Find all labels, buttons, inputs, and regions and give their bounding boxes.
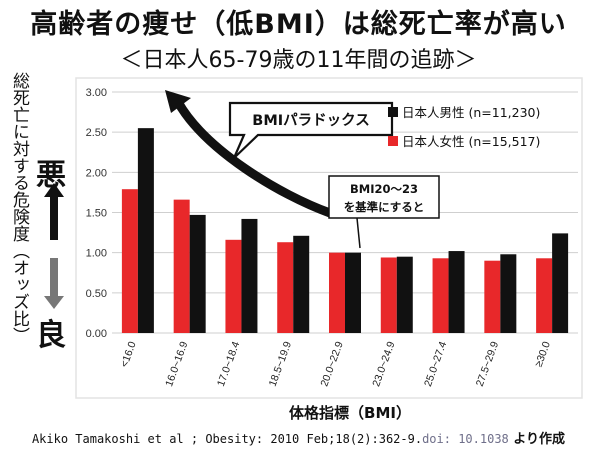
reference-note-box <box>328 175 440 219</box>
bar <box>189 214 206 333</box>
bar <box>536 258 553 333</box>
reference-note-pointer <box>356 217 361 249</box>
x-tick-label: 17.0~18.4 <box>215 340 242 388</box>
x-tick-label: 25.0~27.4 <box>422 340 449 388</box>
chart-title: 高齢者の痩せ（低BMI）は総死亡率が高い <box>30 9 567 40</box>
y-tick-label: 1.50 <box>86 208 107 220</box>
bar <box>396 256 413 333</box>
legend-label-male: 日本人男性 (n=11,230) <box>402 105 540 120</box>
x-tick-labels: <16.0 16.0~16.9 17.0~18.4 18.5~19.9 20.0~22.… <box>118 340 553 388</box>
citation-footer: Akiko Tamakoshi et al ; Obesity: 2010 Fe… <box>0 428 597 447</box>
x-tick-label: 18.5~19.9 <box>267 340 294 388</box>
bar <box>293 235 310 333</box>
bar <box>552 233 569 333</box>
x-tick-label: 20.0~22.9 <box>318 340 345 388</box>
legend-swatch-female <box>388 136 398 146</box>
plot-area-border <box>75 77 583 399</box>
x-tick-label: 23.0~24.9 <box>370 340 397 388</box>
x-axis-label: 体格指標（BMI） <box>289 404 411 422</box>
reference-note-line1: BMI20～23 <box>350 182 418 196</box>
bar <box>484 260 501 333</box>
citation-suffix: より作成 <box>508 432 566 447</box>
legend-label-female: 日本人女性 (n=15,517) <box>402 134 540 149</box>
y-tick-label: 2.00 <box>86 167 107 179</box>
bar <box>173 199 190 333</box>
y-tick-label: 1.00 <box>86 248 107 260</box>
paradox-callout-text: BMIパラドックス <box>252 112 369 129</box>
up-arrow-icon <box>44 183 64 240</box>
good-label: 良 <box>36 318 66 353</box>
y-tick-label: 3.00 <box>86 87 107 99</box>
legend: 日本人男性 (n=11,230) 日本人女性 (n=15,517) <box>388 105 540 149</box>
y-tick-label: 0.50 <box>86 288 107 300</box>
bar <box>432 258 449 333</box>
plot-frame <box>75 77 583 399</box>
citation-text: Akiko Tamakoshi et al ; Obesity: 2010 Fe… <box>31 432 423 446</box>
bar <box>137 128 154 333</box>
legend-swatch-male <box>388 107 398 117</box>
bad-label: 悪 <box>36 158 66 193</box>
bar <box>345 252 361 333</box>
bar <box>448 251 465 333</box>
y-tick-label: 2.50 <box>86 127 107 139</box>
x-tick-label: ≥30.0 <box>533 340 553 369</box>
y-axis-label: 総死亡に対する危険度（オッズ比） <box>9 72 29 344</box>
paradox-arrow <box>173 97 335 218</box>
bar <box>225 239 242 333</box>
bar <box>500 254 517 333</box>
chart-subtitle: ＜日本人65-79歳の11年間の追跡＞ <box>120 48 477 73</box>
bars <box>121 128 569 333</box>
x-tick-label: 27.5~29.9 <box>474 340 501 388</box>
bar <box>241 218 258 333</box>
bar <box>277 242 294 333</box>
bar <box>380 257 397 333</box>
citation-doi: doi: 10.1038 <box>422 432 509 446</box>
bar <box>121 189 138 333</box>
bar <box>329 252 345 333</box>
paradox-arrowhead-icon <box>165 90 191 113</box>
x-tick-label: <16.0 <box>118 340 138 369</box>
reference-note-line2: を基準にすると <box>344 200 425 214</box>
y-tick-labels: 0.00 0.50 1.00 1.50 2.00 2.50 3.00 <box>86 87 107 340</box>
down-arrow-icon <box>44 258 64 309</box>
y-tick-label: 0.00 <box>86 328 107 340</box>
x-tick-label: 16.0~16.9 <box>163 340 190 388</box>
paradox-callout-bubble <box>228 101 394 159</box>
